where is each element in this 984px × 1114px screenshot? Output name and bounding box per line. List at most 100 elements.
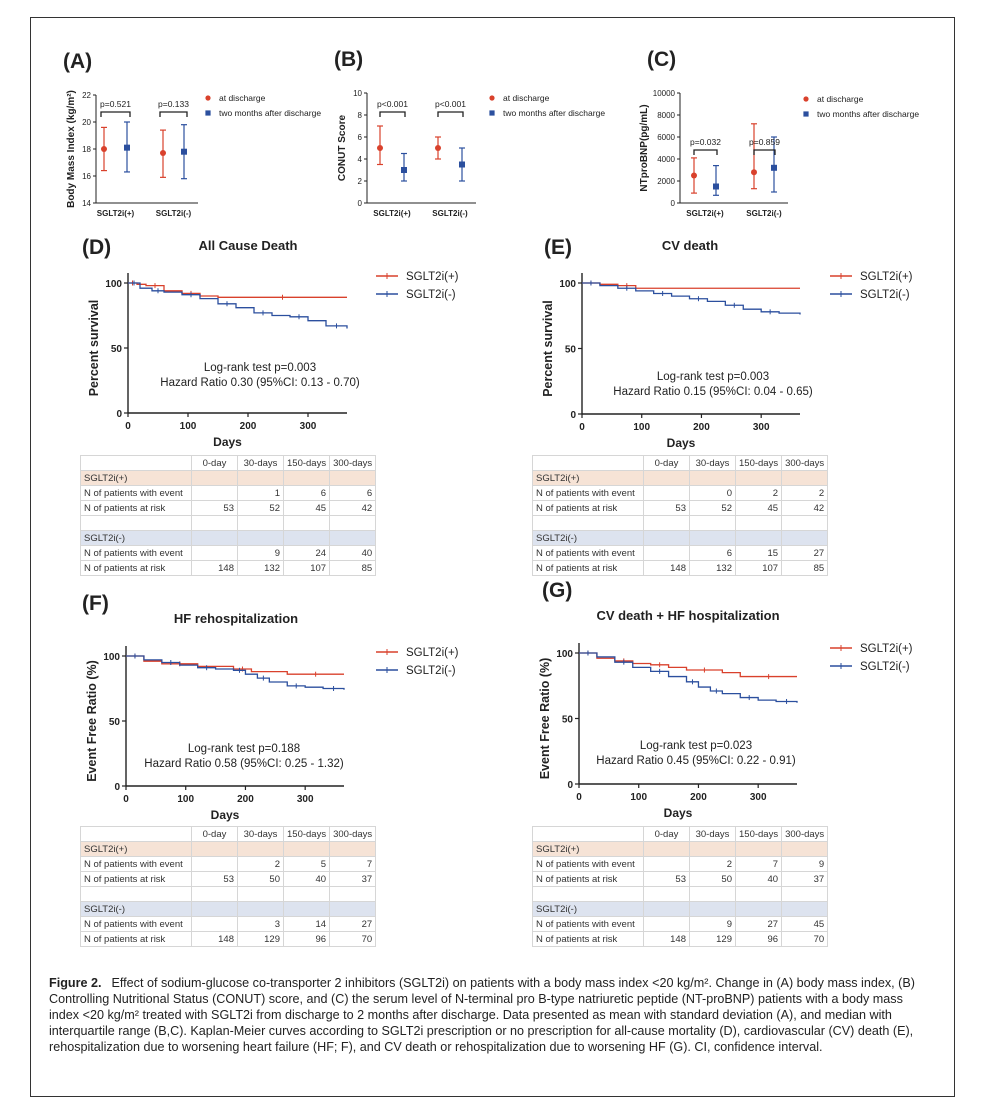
y-tick-label-f: 100 xyxy=(103,652,120,663)
panel-label-e: (E) xyxy=(544,236,572,259)
risk-table-empty-cell xyxy=(734,530,783,546)
risk-table-header-cell: 150-days xyxy=(734,826,783,842)
x-axis-label-d: Days xyxy=(213,435,242,449)
risk-table-empty-cell xyxy=(191,470,238,486)
km-curve-sglt2i-minus-e xyxy=(582,282,801,315)
risk-table-value: 6 xyxy=(689,545,736,561)
x-tick-label-f: 200 xyxy=(237,794,254,805)
y-tick-label-c: 10000 xyxy=(653,89,676,98)
risk-table-header-cell: 150-days xyxy=(282,826,331,842)
risk-table-empty-cell xyxy=(191,841,238,857)
risk-table-empty-cell xyxy=(191,886,238,902)
risk-table-empty-cell xyxy=(734,901,783,917)
risk-table-value: 129 xyxy=(689,931,736,947)
risk-table-header-cell: 0-day xyxy=(643,455,690,471)
risk-table-group-name: SGLT2i(+) xyxy=(532,470,644,486)
risk-table-value: 45 xyxy=(734,500,783,516)
legend-label-g: SGLT2i(-) xyxy=(860,661,910,673)
risk-table-header: 0-day 30-days 150-days 300-days xyxy=(80,455,377,471)
y-tick-label-d: 0 xyxy=(116,409,122,420)
y-axis-label-c: NTproBNP(pg/mL) xyxy=(639,104,650,191)
y-tick-label-g: 0 xyxy=(567,780,573,791)
km-annotation-d: Log-rank test p=0.003 xyxy=(204,362,316,374)
point-two-months-a xyxy=(124,144,130,151)
risk-table-value: 42 xyxy=(329,500,377,516)
risk-table-value: 45 xyxy=(781,916,829,932)
risk-table-empty-cell xyxy=(191,901,238,917)
risk-table-row: N of patients at risk 148 132 107 85 xyxy=(80,560,377,576)
point-two-months-c xyxy=(713,183,719,190)
risk-table-value: 53 xyxy=(643,500,690,516)
risk-table-empty-cell xyxy=(532,515,644,531)
risk-table-group-name: SGLT2i(-) xyxy=(532,530,644,546)
risk-table-group-row: SGLT2i(-) xyxy=(532,530,829,546)
risk-table-group-row: SGLT2i(+) xyxy=(532,470,829,486)
risk-table-header-cell xyxy=(532,826,644,842)
risk-table-group-row: SGLT2i(-) xyxy=(80,901,377,917)
risk-table-empty-cell xyxy=(689,470,736,486)
km-annotation-e: Log-rank test p=0.003 xyxy=(657,371,769,383)
risk-table-empty-cell xyxy=(282,886,331,902)
panel-label-f: (F) xyxy=(82,592,109,615)
risk-table-row: N of patients at risk 148 132 107 85 xyxy=(532,560,829,576)
risk-table-value xyxy=(643,485,690,501)
x-tick-label-e: 200 xyxy=(693,422,710,433)
risk-table-value: 148 xyxy=(643,931,690,947)
risk-table-row: N of patients with event 9 27 45 xyxy=(532,916,829,932)
risk-table-row-label: N of patients at risk xyxy=(532,560,644,576)
caption-label: Figure 2. xyxy=(49,976,102,990)
risk-table-empty-cell xyxy=(191,515,238,531)
risk-table-empty-cell xyxy=(734,470,783,486)
panel-label-b: (B) xyxy=(334,48,363,71)
risk-table-empty-cell xyxy=(282,530,331,546)
category-label-c: SGLT2i(+) xyxy=(686,209,724,218)
risk-table-row-label: N of patients with event xyxy=(80,485,192,501)
legend-label-f: SGLT2i(-) xyxy=(406,665,456,677)
risk-table-group-name: SGLT2i(+) xyxy=(80,470,192,486)
risk-table-value: 40 xyxy=(282,871,331,887)
risk-table-header-cell: 150-days xyxy=(282,455,331,471)
risk-table-row: N of patients with event 2 5 7 xyxy=(80,856,377,872)
legend-label-b: at discharge xyxy=(503,93,550,103)
y-tick-label-d: 50 xyxy=(111,344,123,355)
risk-table-header-cell: 300-days xyxy=(329,455,377,471)
point-discharge-b xyxy=(377,145,383,151)
risk-table-row-label: N of patients at risk xyxy=(80,871,192,887)
risk-table-header: 0-day 30-days 150-days 300-days xyxy=(532,826,829,842)
risk-table-spacer xyxy=(532,515,829,531)
risk-table-group-row: SGLT2i(-) xyxy=(80,530,377,546)
figure-caption: Figure 2. Effect of sodium-glucose co-tra… xyxy=(49,975,929,1055)
risk-table-value: 53 xyxy=(191,871,238,887)
risk-table-value: 85 xyxy=(781,560,829,576)
risk-table-row: N of patients at risk 53 52 45 42 xyxy=(532,500,829,516)
risk-table-empty-cell xyxy=(643,901,690,917)
x-axis-label-e: Days xyxy=(667,436,696,450)
risk-table-empty-cell xyxy=(237,515,284,531)
risk-table-spacer xyxy=(80,515,377,531)
risk-table-empty-cell xyxy=(781,470,829,486)
km-annotation-f: Log-rank test p=0.188 xyxy=(188,743,300,755)
point-two-months-a xyxy=(181,148,187,155)
risk-table-value: 7 xyxy=(734,856,783,872)
y-tick-label-e: 100 xyxy=(559,279,576,290)
risk-table-value: 3 xyxy=(237,916,284,932)
risk-table-row-label: N of patients with event xyxy=(532,545,644,561)
risk-table-value: 107 xyxy=(282,560,331,576)
risk-table-empty-cell xyxy=(781,515,829,531)
risk-table-value xyxy=(191,856,238,872)
risk-table-value: 37 xyxy=(329,871,377,887)
p-value-bracket-c xyxy=(753,149,776,155)
km-annotation-e: Hazard Ratio 0.15 (95%CI: 0.04 - 0.65) xyxy=(613,386,813,398)
risk-table-value xyxy=(191,485,238,501)
panel-label-g: (G) xyxy=(542,579,572,602)
y-axis-label-b: CONUT Score xyxy=(337,115,348,182)
x-tick-label-e: 300 xyxy=(753,422,770,433)
risk-table-empty-cell xyxy=(781,841,829,857)
risk-table-header-cell: 0-day xyxy=(643,826,690,842)
category-label-a: SGLT2i(+) xyxy=(97,209,135,218)
legend-label-c: at discharge xyxy=(817,94,864,104)
risk-table-value: 45 xyxy=(282,500,331,516)
km-curve-sglt2i-minus-d xyxy=(128,282,348,329)
legend-label-e: SGLT2i(+) xyxy=(860,271,913,283)
risk-table-d: 0-day 30-days 150-days 300-days SGLT2i(+) N o… xyxy=(80,455,377,576)
